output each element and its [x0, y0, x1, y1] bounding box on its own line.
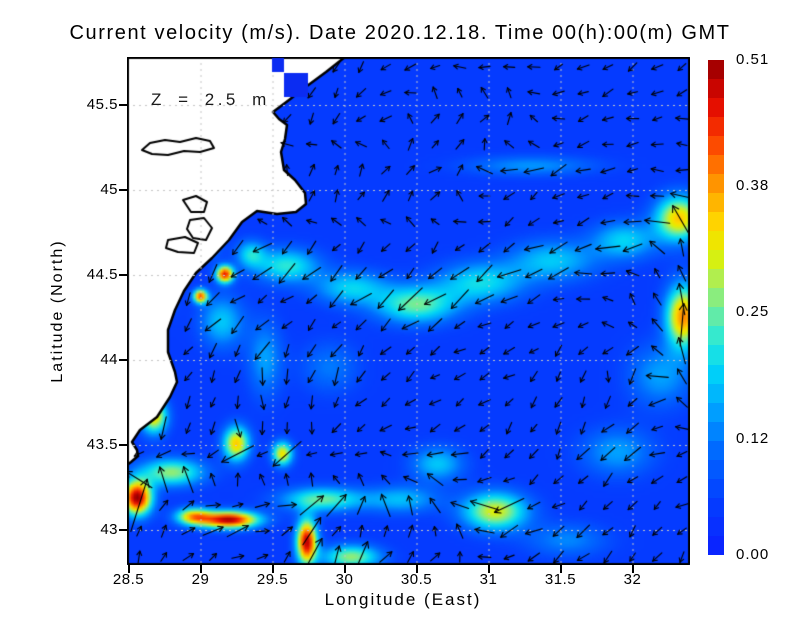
colorbar-segment — [708, 212, 724, 232]
y-tick-label: 44 — [100, 351, 118, 368]
colorbar-tick-label: 0.25 — [736, 303, 770, 321]
colorbar-segment — [708, 174, 724, 194]
colorbar-segment — [708, 98, 724, 118]
colorbar-tick-label: 0.12 — [736, 429, 770, 447]
y-axis-label: Latitude (North) — [49, 239, 66, 383]
x-tick-label: 32 — [623, 571, 642, 588]
plot-area: Z = 2.5 m — [127, 57, 690, 565]
x-axis-tick — [199, 565, 202, 573]
colorbar-segment — [708, 421, 724, 441]
colorbar-segment — [708, 440, 724, 460]
colorbar-segment — [708, 402, 724, 422]
colorbar-segment — [708, 117, 724, 137]
colorbar-segment — [708, 231, 724, 251]
velocity-map-canvas — [127, 57, 690, 565]
x-tick-label: 29 — [191, 571, 210, 588]
colorbar-segment — [708, 535, 724, 555]
y-tick-label: 45 — [100, 181, 118, 198]
colorbar-segment — [708, 155, 724, 175]
y-axis-tick — [119, 104, 127, 106]
colorbar-segment — [708, 269, 724, 289]
colorbar-segment — [708, 288, 724, 308]
x-axis-tick — [415, 565, 418, 573]
colorbar-segment — [708, 250, 724, 270]
x-tick-label: 31.5 — [544, 571, 577, 588]
colorbar-segment — [708, 193, 724, 213]
colorbar-segment — [708, 478, 724, 498]
colorbar-segment — [708, 79, 724, 99]
x-axis-tick — [631, 565, 634, 573]
colorbar-segment — [708, 383, 724, 403]
depth-annotation: Z = 2.5 m — [151, 90, 270, 109]
colorbar-segment — [708, 307, 724, 327]
colorbar-segment — [708, 497, 724, 517]
y-axis-tick — [119, 444, 127, 446]
colorbar-tick-label: 0.38 — [736, 177, 770, 195]
y-axis-tick — [119, 274, 127, 276]
x-tick-label: 28.5 — [112, 571, 145, 588]
x-axis-label: Longitude (East) — [324, 590, 482, 609]
x-axis-tick — [487, 565, 490, 573]
y-tick-label: 44.5 — [86, 266, 118, 283]
x-axis-tick — [559, 565, 562, 573]
colorbar-tick-label: 0.51 — [736, 51, 770, 68]
colorbar — [708, 60, 724, 555]
colorbar-tick-label: 0.00 — [736, 546, 770, 563]
colorbar-segment — [708, 326, 724, 346]
x-tick-label: 30 — [335, 571, 354, 588]
x-axis-tick — [271, 565, 274, 573]
page-title: Current velocity (m/s). Date 2020.12.18.… — [69, 22, 731, 44]
y-tick-label: 43.5 — [86, 436, 118, 453]
x-tick-label: 31 — [479, 571, 498, 588]
colorbar-segment — [708, 136, 724, 156]
y-axis-tick — [119, 359, 127, 361]
colorbar-segment — [708, 364, 724, 384]
y-axis-tick — [119, 529, 127, 531]
colorbar-segment — [708, 516, 724, 536]
colorbar-segment — [708, 345, 724, 365]
y-axis-tick — [119, 189, 127, 191]
colorbar-segment — [708, 60, 724, 80]
x-axis-tick — [343, 565, 346, 573]
x-tick-label: 30.5 — [400, 571, 433, 588]
y-tick-label: 45.5 — [86, 96, 118, 113]
y-tick-label: 43 — [100, 521, 118, 538]
colorbar-segment — [708, 459, 724, 479]
x-axis-tick — [127, 565, 130, 573]
x-tick-label: 29.5 — [256, 571, 289, 588]
